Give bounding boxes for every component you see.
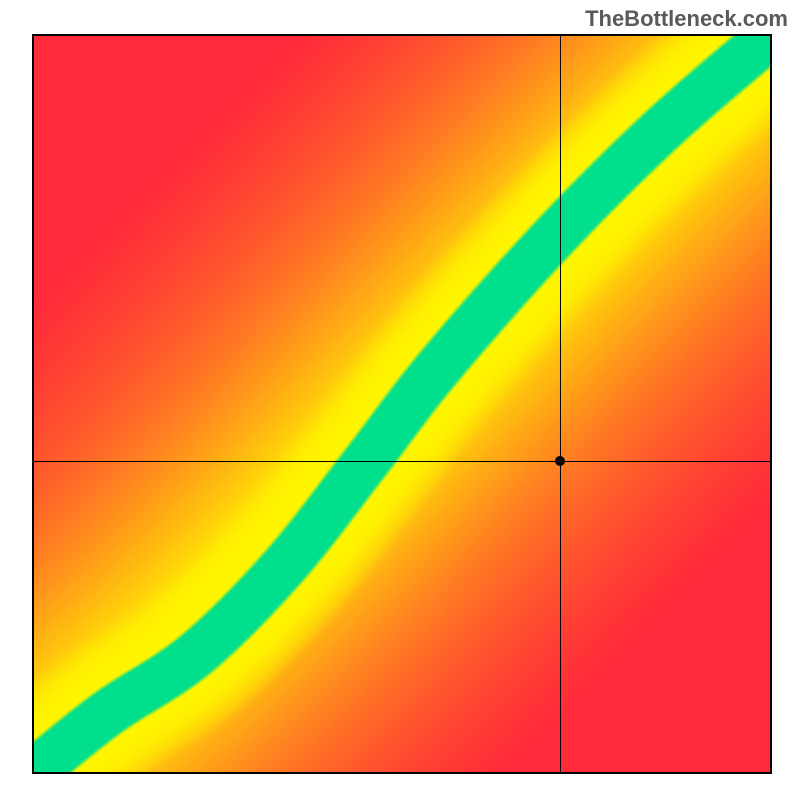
crosshair-vertical <box>560 36 561 772</box>
bottleneck-heatmap <box>32 34 772 774</box>
heatmap-canvas <box>34 36 770 772</box>
marker-dot <box>555 456 565 466</box>
watermark-text: TheBottleneck.com <box>585 6 788 32</box>
chart-container: TheBottleneck.com <box>0 0 800 800</box>
crosshair-horizontal <box>34 461 770 462</box>
